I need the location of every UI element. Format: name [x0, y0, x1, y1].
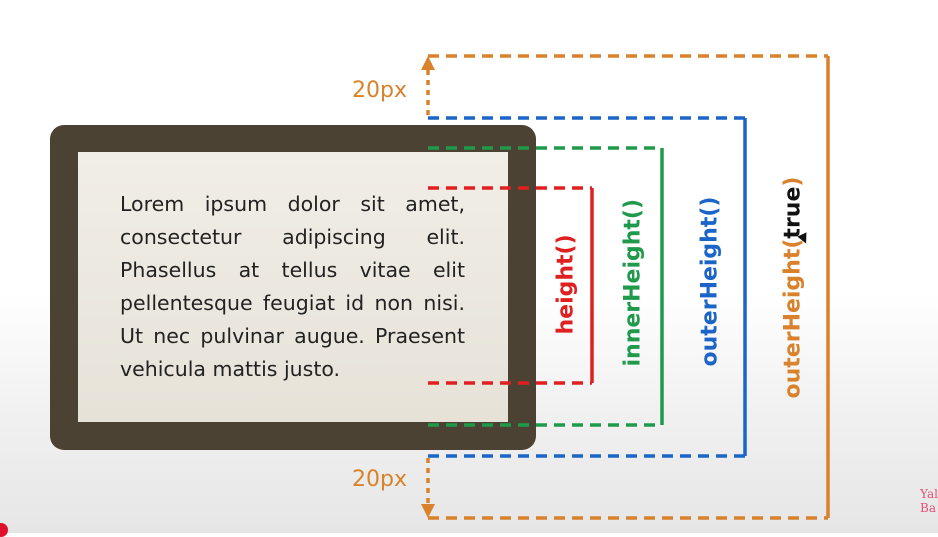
margin-bottom-arrow: [421, 458, 435, 518]
element-content-box: [78, 152, 508, 422]
margin-bottom-label: 20px: [352, 467, 407, 492]
height-bracket: [428, 186, 594, 385]
lorem-paragraph: Lorem ipsum dolor sit amet, consectetur …: [120, 192, 465, 381]
watermark: Yal Ba: [920, 487, 938, 515]
true-argument: true: [780, 186, 806, 239]
outer-height-label: outerHeight(): [697, 196, 723, 367]
inner-height-label: innerHeight(): [620, 198, 646, 367]
margin-top-label: 20px: [352, 78, 407, 103]
inner-height-bracket: [428, 146, 664, 427]
record-dot-icon: [0, 523, 8, 537]
outer-height-bracket: [428, 116, 747, 458]
outer-height-true-bracket: [428, 54, 830, 520]
outer-height-true-label: outerHeight(true): [780, 176, 806, 399]
margin-top-arrow: [421, 56, 435, 116]
height-label: height(): [553, 234, 579, 335]
